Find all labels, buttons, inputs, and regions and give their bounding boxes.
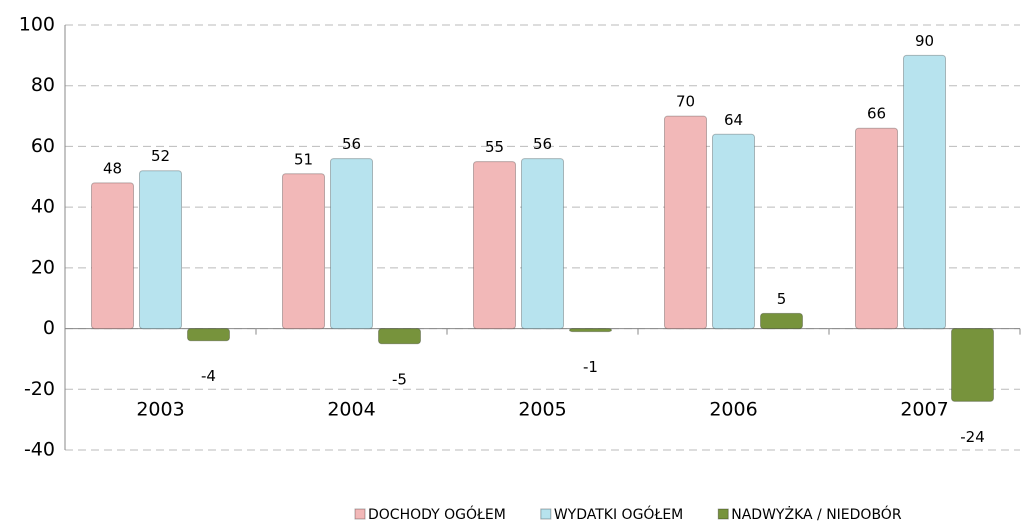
bar xyxy=(139,170,182,330)
bar xyxy=(282,173,325,330)
bar xyxy=(378,328,421,345)
bar xyxy=(569,328,612,333)
bar xyxy=(760,312,803,330)
x-tick-label: 2003 xyxy=(136,399,184,421)
bar xyxy=(91,182,134,330)
data-label: 52 xyxy=(151,147,170,165)
data-label: -1 xyxy=(583,358,598,376)
data-label: 70 xyxy=(676,93,695,111)
bar xyxy=(521,158,564,330)
data-label: 55 xyxy=(485,138,504,156)
bar xyxy=(187,328,230,342)
data-label: -24 xyxy=(960,428,985,446)
legend-swatch xyxy=(354,508,366,520)
legend-label: WYDATKI OGÓŁEM xyxy=(554,505,683,523)
legend-swatch xyxy=(540,508,552,520)
data-label: 66 xyxy=(867,105,886,123)
legend-label: NADWYŻKA / NIEDOBÓR xyxy=(731,505,902,523)
y-tick-label: 20 xyxy=(31,256,55,278)
y-tick-label: 0 xyxy=(43,317,55,339)
data-label: 48 xyxy=(103,159,122,177)
y-tick-label: 40 xyxy=(31,196,55,218)
y-tick-label: -40 xyxy=(24,439,55,461)
y-tick-label: 100 xyxy=(19,14,55,36)
bar xyxy=(664,115,707,330)
data-label: -4 xyxy=(201,367,216,385)
bar xyxy=(330,158,373,330)
bar xyxy=(855,127,898,330)
data-label: -5 xyxy=(392,370,407,388)
data-label: 5 xyxy=(777,290,787,308)
y-tick-label: 80 xyxy=(31,74,55,96)
bar xyxy=(903,54,946,330)
x-tick-label: 2004 xyxy=(327,399,375,421)
x-tick-label: 2006 xyxy=(709,399,757,421)
data-label: 64 xyxy=(724,111,743,129)
data-label: 90 xyxy=(915,32,934,50)
data-label: 56 xyxy=(533,135,552,153)
legend-swatch xyxy=(717,508,729,520)
bar xyxy=(951,328,994,402)
bar xyxy=(473,161,516,330)
y-tick-label: -20 xyxy=(24,378,55,400)
legend-label: DOCHODY OGÓŁEM xyxy=(368,505,506,523)
data-label: 56 xyxy=(342,135,361,153)
data-label: 51 xyxy=(294,150,313,168)
y-tick-label: 60 xyxy=(31,135,55,157)
x-tick-label: 2007 xyxy=(900,399,948,421)
bar xyxy=(712,133,755,330)
x-tick-label: 2005 xyxy=(518,399,566,421)
